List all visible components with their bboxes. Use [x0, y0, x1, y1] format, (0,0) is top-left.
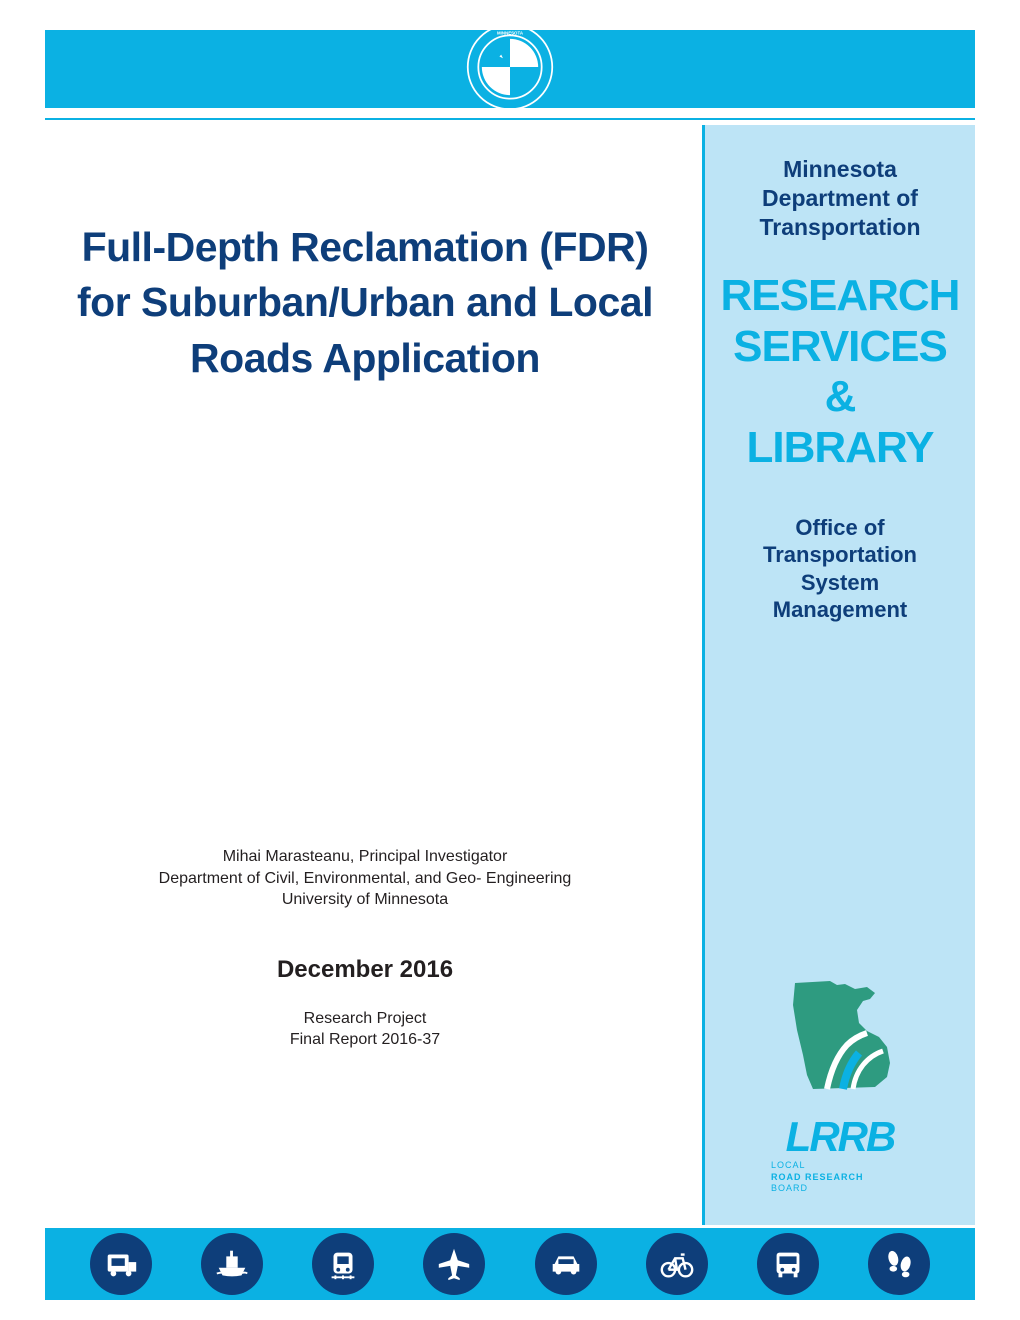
office-name: Office of Transportation System Manageme… — [705, 514, 975, 624]
office-line: Management — [705, 596, 975, 624]
rs-line: RESEARCH — [705, 271, 975, 322]
ship-icon — [201, 1233, 263, 1295]
rs-line: SERVICES — [705, 322, 975, 373]
bicycle-icon — [646, 1233, 708, 1295]
train-icon — [312, 1233, 374, 1295]
lrrb-sub-line: ROAD RESEARCH — [771, 1172, 925, 1184]
office-line: System — [705, 569, 975, 597]
author-line: Department of Civil, Environmental, and … — [45, 868, 685, 890]
report-id-block: Research Project Final Report 2016-37 — [45, 1009, 685, 1051]
plane-icon — [423, 1233, 485, 1295]
report-line: Research Project — [45, 1009, 685, 1030]
footprints-icon — [868, 1233, 930, 1295]
dept-line: Department of — [705, 184, 975, 213]
report-title: Full-Depth Reclamation (FDR) for Suburba… — [45, 220, 685, 386]
main-content: Full-Depth Reclamation (FDR) for Suburba… — [45, 125, 685, 1225]
header-separator — [45, 118, 975, 120]
lrrb-logo-block: LRRB LOCAL ROAD RESEARCH BOARD — [755, 975, 925, 1195]
author-line: Mihai Marasteanu, Principal Investigator — [45, 846, 685, 868]
header-bar: MINNESOTA — [45, 30, 975, 108]
rs-line: LIBRARY — [705, 423, 975, 474]
lrrb-sub-line: LOCAL — [771, 1160, 925, 1172]
car-icon — [535, 1233, 597, 1295]
report-line: Final Report 2016-37 — [45, 1030, 685, 1051]
lrrb-sub-line: BOARD — [771, 1183, 925, 1195]
mndot-seal-icon: MINNESOTA — [466, 23, 554, 111]
dept-line: Minnesota — [705, 155, 975, 184]
lrrb-acronym: LRRB — [755, 1118, 925, 1156]
bus-icon — [757, 1233, 819, 1295]
department-name: Minnesota Department of Transportation — [705, 155, 975, 241]
lrrb-subtitle: LOCAL ROAD RESEARCH BOARD — [755, 1160, 925, 1195]
research-services-title: RESEARCH SERVICES & LIBRARY — [705, 271, 975, 473]
rs-line: & — [705, 372, 975, 423]
office-line: Office of — [705, 514, 975, 542]
minnesota-shape-icon — [775, 975, 905, 1105]
footer-icon-bar — [45, 1228, 975, 1300]
report-date: December 2016 — [45, 956, 685, 984]
office-line: Transportation — [705, 541, 975, 569]
svg-text:MINNESOTA: MINNESOTA — [497, 30, 524, 35]
sidebar: Minnesota Department of Transportation R… — [705, 125, 975, 1225]
author-block: Mihai Marasteanu, Principal Investigator… — [45, 846, 685, 911]
dept-line: Transportation — [705, 213, 975, 242]
truck-icon — [90, 1233, 152, 1295]
author-line: University of Minnesota — [45, 889, 685, 911]
